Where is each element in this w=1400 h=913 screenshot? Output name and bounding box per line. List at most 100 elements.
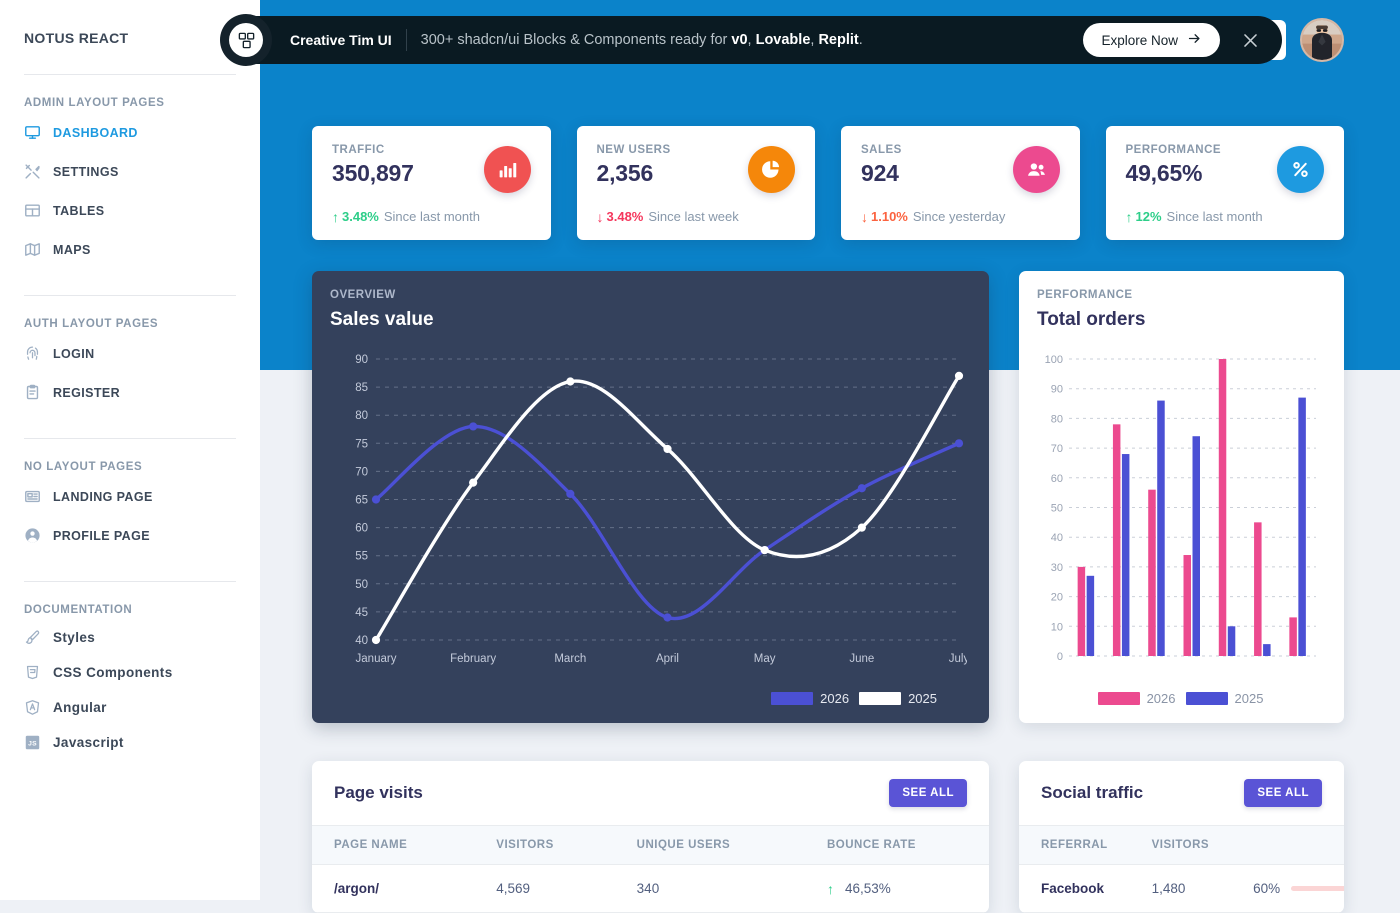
stat-delta-value: 12%: [1135, 209, 1162, 224]
sidebar-item-label: Angular: [53, 700, 107, 715]
stat-label: SALES: [861, 144, 902, 156]
sidebar-item-label: TABLES: [53, 203, 105, 218]
sidebar-item-login[interactable]: LOGIN: [0, 334, 260, 373]
svg-text:40: 40: [355, 635, 368, 647]
svg-text:June: June: [849, 653, 874, 665]
stat-card-sales: SALES 924 ↓ 1.10% Since yesterday: [841, 126, 1080, 240]
sidebar-item-dashboard[interactable]: DASHBOARD: [0, 113, 260, 152]
svg-text:45: 45: [355, 607, 368, 619]
brand-logo[interactable]: NOTUS REACT: [24, 30, 129, 46]
svg-text:90: 90: [1051, 384, 1063, 396]
svg-text:20: 20: [1051, 592, 1063, 604]
percent-icon: [1277, 146, 1324, 193]
svg-text:55: 55: [355, 551, 368, 563]
main-content: TRAFFIC 350,897 ↑ 3.48% Since last month NEW …: [260, 0, 1400, 913]
page-visits-header: Page visits SEE ALL: [312, 761, 989, 825]
sidebar: NOTUS REACT ADMIN LAYOUT PAGES DASHBOARD S…: [0, 0, 260, 900]
social-traffic-see-all-button[interactable]: SEE ALL: [1244, 779, 1322, 807]
promo-sep-1: ,: [747, 32, 756, 48]
percent-value: 60%: [1253, 881, 1281, 896]
sidebar-heading-auth-layout-pages: AUTH LAYOUT PAGES: [24, 318, 159, 330]
monitor-icon: [24, 124, 41, 141]
sidebar-item-tables[interactable]: TABLES: [0, 191, 260, 230]
svg-text:May: May: [754, 653, 776, 665]
sidebar-item-settings[interactable]: SETTINGS: [0, 152, 260, 191]
column-header: UNIQUE USERS: [614, 825, 805, 865]
legend-label: 2025: [1234, 691, 1264, 706]
promo-bold-v0: v0: [731, 32, 748, 48]
page-visits-table-body: /argon/4,569 340 ↑ 46,53%: [312, 864, 989, 913]
social-traffic-table-header-row: REFERRAL VISITORS: [1019, 825, 1344, 865]
column-header: VISITORS: [474, 825, 615, 865]
svg-text:JS: JS: [28, 741, 37, 748]
arrow-right-icon: [1187, 31, 1202, 49]
promo-divider: [405, 29, 407, 51]
explore-now-button[interactable]: Explore Now: [1083, 23, 1220, 57]
sidebar-item-label: CSS Components: [53, 665, 173, 680]
css3-icon: [24, 664, 41, 681]
stat-cards-row: TRAFFIC 350,897 ↑ 3.48% Since last month NEW …: [312, 126, 1344, 240]
sidebar-item-label: DASHBOARD: [53, 125, 138, 140]
cell-page-name: /argon/: [312, 864, 475, 913]
stat-footer: ↓ 3.48% Since last week: [597, 209, 796, 224]
legend-label: 2026: [820, 691, 850, 706]
sidebar-heading-documentation: DOCUMENTATION: [24, 604, 133, 616]
promo-text: 300+ shadcn/ui Blocks & Components ready…: [421, 32, 863, 48]
stat-footer: ↑ 3.48% Since last month: [332, 209, 531, 224]
sidebar-item-label: Javascript: [53, 735, 124, 750]
stat-value: 924: [861, 160, 899, 186]
sidebar-item-css-components[interactable]: CSS Components: [0, 655, 260, 690]
cell-visitors: 1,480: [1129, 864, 1232, 913]
angular-icon: [24, 699, 41, 716]
paintbrush-icon: [24, 629, 41, 646]
sidebar-item-label: LANDING PAGE: [53, 489, 153, 504]
promo-text-prefix: 300+ shadcn/ui Blocks & Components ready…: [420, 32, 732, 48]
sidebar-item-styles[interactable]: Styles: [0, 620, 260, 655]
svg-text:40: 40: [1051, 532, 1063, 544]
promo-banner: Creative Tim UI 300+ shadcn/ui Blocks & …: [220, 14, 1282, 66]
promo-title: Creative Tim UI: [290, 32, 392, 48]
column-header: VISITORS: [1129, 825, 1232, 865]
line-chart[interactable]: 40 45 50 55 60 65 70 75 80 85 90 January February Mar…: [330, 347, 969, 687]
charts-row: OVERVIEW Sales value 40 45 50 55 60 65 70 75 80 8…: [312, 271, 1344, 723]
newspaper-icon: [24, 488, 41, 505]
creative-tim-logo-icon: [220, 14, 272, 66]
sidebar-item-landing-page[interactable]: LANDING PAGE: [0, 477, 260, 516]
page-visits-see-all-button[interactable]: SEE ALL: [889, 779, 967, 807]
promo-sep-2: ,: [810, 32, 819, 48]
promo-text-suffix: .: [858, 32, 863, 48]
sidebar-divider: [24, 581, 236, 582]
social-traffic-table-body: Facebook 1,480 60%: [1019, 864, 1344, 913]
sidebar-heading-no-layout-pages: NO LAYOUT PAGES: [24, 461, 143, 473]
cell-percent: 60%: [1231, 864, 1344, 913]
fingerprint-icon: [24, 345, 41, 362]
sales-value-card: OVERVIEW Sales value 40 45 50 55 60 65 70 75 80 8…: [312, 271, 989, 723]
sidebar-divider: [24, 438, 236, 439]
clipboard-icon: [24, 384, 41, 401]
cell-unique-users: 340: [614, 864, 805, 913]
sidebar-item-label: MAPS: [53, 242, 91, 257]
close-icon[interactable]: [1230, 16, 1270, 64]
arrow-down-icon: ↓: [596, 208, 604, 225]
stat-footer: ↓ 1.10% Since yesterday: [861, 209, 1060, 224]
sidebar-heading-admin-layout-pages: ADMIN LAYOUT PAGES: [24, 97, 165, 109]
legend-item-2026: 2026: [771, 691, 849, 706]
sidebar-item-maps[interactable]: MAPS: [0, 230, 260, 269]
svg-text:July: July: [949, 653, 967, 665]
arrow-up-icon: ↑: [332, 208, 339, 225]
sidebar-item-register[interactable]: REGISTER: [0, 373, 260, 412]
svg-text:10: 10: [1051, 621, 1063, 633]
sidebar-item-angular[interactable]: Angular: [0, 690, 260, 725]
user-circle-icon: [24, 527, 41, 544]
sidebar-item-javascript[interactable]: JS Javascript: [0, 725, 260, 760]
progress-bar: [1291, 886, 1344, 891]
svg-text:70: 70: [1051, 443, 1063, 455]
sidebar-item-profile-page[interactable]: PROFILE PAGE: [0, 516, 260, 555]
stat-footer: ↑ 12% Since last month: [1126, 209, 1325, 224]
bar-chart[interactable]: 0 10 20 30 40 50 60 70 80 90 100: [1037, 347, 1324, 687]
svg-text:80: 80: [355, 410, 368, 422]
svg-text:60: 60: [355, 523, 368, 535]
avatar[interactable]: [1300, 18, 1344, 62]
table-row: Facebook 1,480 60%: [1019, 864, 1344, 913]
bar-chart-legend: 2026 2025: [1037, 691, 1324, 706]
